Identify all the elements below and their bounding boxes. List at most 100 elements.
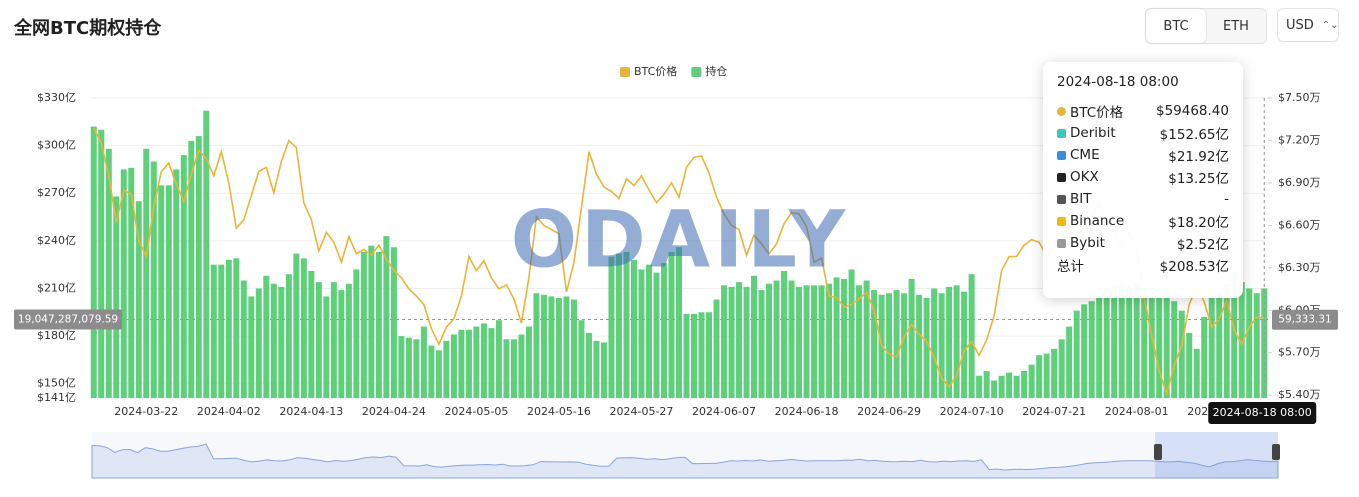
bar	[165, 185, 172, 398]
bar	[548, 296, 555, 398]
bar	[510, 339, 517, 398]
watermark: ODAILY	[511, 195, 849, 285]
row-label-wrap: 总计	[1057, 255, 1084, 275]
bar	[1006, 372, 1013, 398]
navigator-handle[interactable]	[1154, 444, 1162, 460]
bar	[135, 201, 142, 398]
bar	[180, 155, 187, 398]
bar	[330, 282, 337, 398]
bar	[1081, 304, 1088, 398]
x-tick-label: 2024-07-10	[940, 405, 1004, 418]
bar	[1178, 310, 1185, 398]
bar	[218, 264, 225, 398]
bar	[1013, 375, 1020, 398]
bar	[1246, 288, 1253, 398]
y2-tick-label: $6.30万	[1278, 261, 1321, 274]
bar	[645, 264, 652, 398]
bar	[405, 337, 412, 398]
legend-label: 持仓	[705, 64, 727, 78]
tab[interactable]: BTC	[1146, 9, 1206, 43]
bar	[961, 291, 968, 398]
bar	[278, 286, 285, 398]
y-tick-label: $270亿	[37, 186, 76, 199]
tab[interactable]: ETH	[1223, 18, 1249, 34]
bar	[1186, 332, 1193, 398]
row-value: -	[1224, 191, 1229, 207]
currency-select[interactable]: USD ⌃⌄	[1277, 8, 1339, 42]
bar	[863, 280, 870, 398]
bar	[615, 253, 622, 398]
bar	[270, 283, 277, 398]
bar	[150, 161, 157, 398]
bar	[698, 312, 705, 398]
bar	[428, 345, 435, 398]
bar	[1223, 283, 1230, 398]
x-tick-label: 2024-07-21	[1022, 405, 1086, 418]
bar	[113, 196, 120, 398]
bar	[443, 340, 450, 398]
bar	[691, 313, 698, 398]
bar	[728, 286, 735, 398]
bar	[1073, 310, 1080, 398]
row-value: $208.53亿	[1159, 259, 1229, 275]
bar	[788, 280, 795, 398]
legend-swatch	[691, 67, 702, 77]
bar	[1058, 339, 1065, 398]
row-value: $21.92亿	[1168, 149, 1229, 165]
bar	[173, 169, 180, 398]
bar	[203, 110, 210, 398]
x-tick-label: 2024-05-05	[444, 405, 508, 418]
bar	[1261, 288, 1268, 398]
tooltip-row: Binance $18.20亿	[1057, 210, 1229, 232]
bar	[991, 380, 998, 398]
y-tick-label: $300亿	[37, 139, 76, 152]
bar	[593, 340, 600, 398]
y2-tick-label: $7.50万	[1278, 91, 1321, 104]
tooltip-row: 总计 $208.53亿	[1057, 254, 1229, 276]
bar	[1021, 371, 1028, 398]
bar	[1171, 301, 1178, 398]
bar	[916, 294, 923, 398]
x-tick-label: 2024-08-01	[1105, 405, 1169, 418]
bar	[563, 296, 570, 398]
bar	[1231, 272, 1238, 398]
bar	[1156, 296, 1163, 398]
bar	[1051, 348, 1058, 398]
bar	[495, 320, 502, 398]
bar	[465, 329, 472, 398]
x-tick-label: 2024-03-22	[114, 405, 178, 418]
bar	[1036, 355, 1043, 398]
bar	[1163, 291, 1170, 398]
x-tick-label: 2024-05-16	[527, 405, 591, 418]
bar	[248, 296, 255, 398]
bar	[623, 251, 630, 398]
x-tick-label: 2024-04-13	[279, 405, 343, 418]
bar	[90, 126, 97, 399]
bar	[458, 329, 465, 398]
row-icon	[1057, 106, 1066, 116]
bar	[826, 283, 833, 398]
row-label: 总计	[1057, 259, 1084, 275]
bar	[338, 290, 345, 398]
bar	[1043, 353, 1050, 398]
bar	[1216, 293, 1223, 398]
bar	[953, 285, 960, 398]
bar	[1103, 288, 1110, 398]
tooltip-row: OKX $13.25亿	[1057, 166, 1229, 188]
bar	[225, 259, 232, 398]
bar	[1208, 296, 1215, 398]
y-tick-label: $141亿	[37, 391, 76, 404]
bar	[660, 263, 667, 398]
navigator-handle[interactable]	[1272, 444, 1280, 460]
row-label: OKX	[1070, 169, 1099, 185]
bar	[938, 293, 945, 398]
bar	[375, 251, 382, 398]
bar	[525, 326, 532, 398]
bar	[555, 298, 562, 398]
bar	[128, 167, 135, 398]
row-label-wrap: BTC价格	[1057, 101, 1123, 121]
bar	[781, 271, 788, 398]
tooltip-row: Bybit $2.52亿	[1057, 232, 1229, 254]
